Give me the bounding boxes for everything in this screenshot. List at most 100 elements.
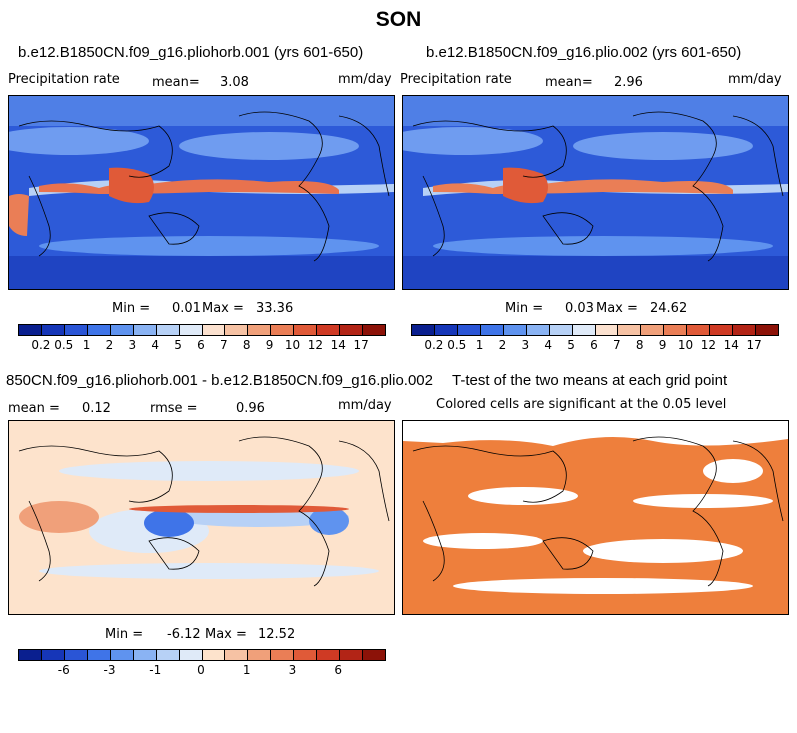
colorbar-swatch (457, 325, 481, 335)
colorbar-swatch (434, 325, 458, 335)
colorbar-swatch (526, 325, 550, 335)
panel-2-units: mm/day (728, 72, 782, 87)
panel-2-max-label: Max = (596, 301, 638, 316)
panel-2-title: b.e12.B1850CN.f09_g16.plio.002 (yrs 601-… (426, 44, 742, 61)
south-atlantic-convergence (9, 194, 29, 236)
colorbar-swatch (503, 325, 527, 335)
ttest-map-svg (403, 421, 788, 614)
southern-storm-track (433, 236, 773, 256)
precip-map-1 (8, 95, 395, 290)
panel-2-variable-label: Precipitation rate (400, 72, 512, 87)
ttest-map (402, 420, 789, 615)
colorbar-tick-label: 1 (242, 663, 251, 677)
colorbar-swatch (733, 325, 757, 335)
colorbar-tick-label: -3 (103, 663, 116, 677)
colorbar-swatch (225, 650, 249, 660)
colorbar-swatch (710, 325, 734, 335)
colorbar-swatch (595, 325, 619, 335)
colorbar-tick-label: 2 (498, 338, 507, 352)
colorbar-swatch (41, 650, 65, 660)
precip-colorbar-1 (18, 324, 386, 336)
panel-1-mean-label: mean= (152, 75, 200, 90)
north-atlantic-storm-track (403, 127, 543, 155)
colorbar-tick-label: -1 (149, 663, 162, 677)
colorbar-swatch (202, 650, 226, 660)
colorbar-swatch (19, 650, 42, 660)
panel-3-rmse-value: 0.96 (236, 401, 265, 416)
colorbar-swatch (248, 650, 272, 660)
colorbar-tick-label: 10 (284, 338, 301, 352)
colorbar-tick-label: 7 (613, 338, 621, 352)
panel-3-max-value: 12.52 (258, 627, 296, 642)
colorbar-tick-label: 2 (105, 338, 114, 352)
nonsig-region-3 (423, 533, 543, 549)
colorbar-tick-label: 4 (544, 338, 553, 352)
colorbar-swatch (133, 650, 157, 660)
colorbar-tick-label: 14 (330, 338, 346, 352)
panel-1-units: mm/day (338, 72, 392, 87)
colorbar-tick-label: 14 (723, 338, 739, 352)
panel-3-max-label: Max = (205, 627, 247, 642)
colorbar-tick-label: 7 (220, 338, 228, 352)
southern-ocean-band (403, 256, 788, 289)
nonsig-north (403, 421, 788, 446)
positive-itcz (129, 505, 349, 513)
panel-3-min-value: -6.12 (167, 627, 201, 642)
coastlines (18, 111, 390, 262)
panel-3-title: 850CN.f09_g16.pliohorb.001 - b.e12.B1850… (6, 372, 433, 389)
colorbar-swatch (64, 650, 88, 660)
maritime-continent-rain (503, 167, 548, 204)
colorbar-tick-label: 0 (197, 663, 205, 677)
difference-map-svg (9, 421, 394, 614)
colorbar-swatch (363, 325, 385, 335)
colorbar-swatch (179, 650, 203, 660)
colorbar-tick-label: 3 (288, 663, 297, 677)
colorbar-swatch (156, 325, 180, 335)
colorbar-swatch (225, 325, 249, 335)
panel-3-mean-value: 0.12 (82, 401, 111, 416)
colorbar-tick-label: 8 (242, 338, 251, 352)
colorbar-swatch (248, 325, 272, 335)
coastlines (412, 436, 784, 587)
colorbar-swatch (87, 650, 111, 660)
difference-colorbar (18, 649, 386, 661)
panel-2-min-label: Min = (505, 301, 544, 316)
positive-region-africa (19, 501, 99, 533)
colorbar-tick-label: 5 (567, 338, 575, 352)
northern-midlat-band (9, 96, 394, 126)
panel-1-min-label: Min = (112, 301, 151, 316)
colorbar-tick-label: 0.5 (447, 338, 467, 352)
colorbar-tick-label: 6 (334, 663, 343, 677)
panel-1-mean-value: 3.08 (220, 75, 249, 90)
panel-1-title: b.e12.B1850CN.f09_g16.pliohorb.001 (yrs … (18, 44, 364, 61)
colorbar-swatch (412, 325, 435, 335)
colorbar-swatch (572, 325, 596, 335)
panel-2-mean-value: 2.96 (614, 75, 643, 90)
colorbar-tick-label: 10 (677, 338, 694, 352)
panel-4-title: T-test of the two means at each grid poi… (452, 372, 728, 389)
panel-3-mean-label: mean = (8, 401, 60, 416)
nonsig-region-1 (468, 487, 578, 505)
colorbar-tick-label: 12 (700, 338, 717, 352)
colorbar-swatch (156, 650, 180, 660)
colorbar-swatch (549, 325, 573, 335)
panel-1-max-value: 33.36 (256, 301, 294, 316)
colorbar-swatch (41, 325, 65, 335)
nonsig-region-4 (583, 539, 743, 563)
colorbar-swatch (664, 325, 688, 335)
coastlines (412, 111, 784, 262)
colorbar-swatch (294, 650, 318, 660)
colorbar-swatch (202, 325, 226, 335)
colorbar-tick-label: 17 (746, 338, 762, 352)
coastlines (18, 436, 390, 587)
page-title: SON (375, 8, 422, 31)
colorbar-swatch (756, 325, 778, 335)
colorbar-swatch (340, 325, 364, 335)
southern-ocean-band (9, 256, 394, 289)
colorbar-swatch (687, 325, 711, 335)
negative-south-band (39, 563, 379, 579)
colorbar-swatch (317, 650, 341, 660)
colorbar-swatch (340, 650, 364, 660)
north-pacific-storm-track (573, 132, 753, 160)
negative-region-east-pacific (309, 507, 349, 535)
